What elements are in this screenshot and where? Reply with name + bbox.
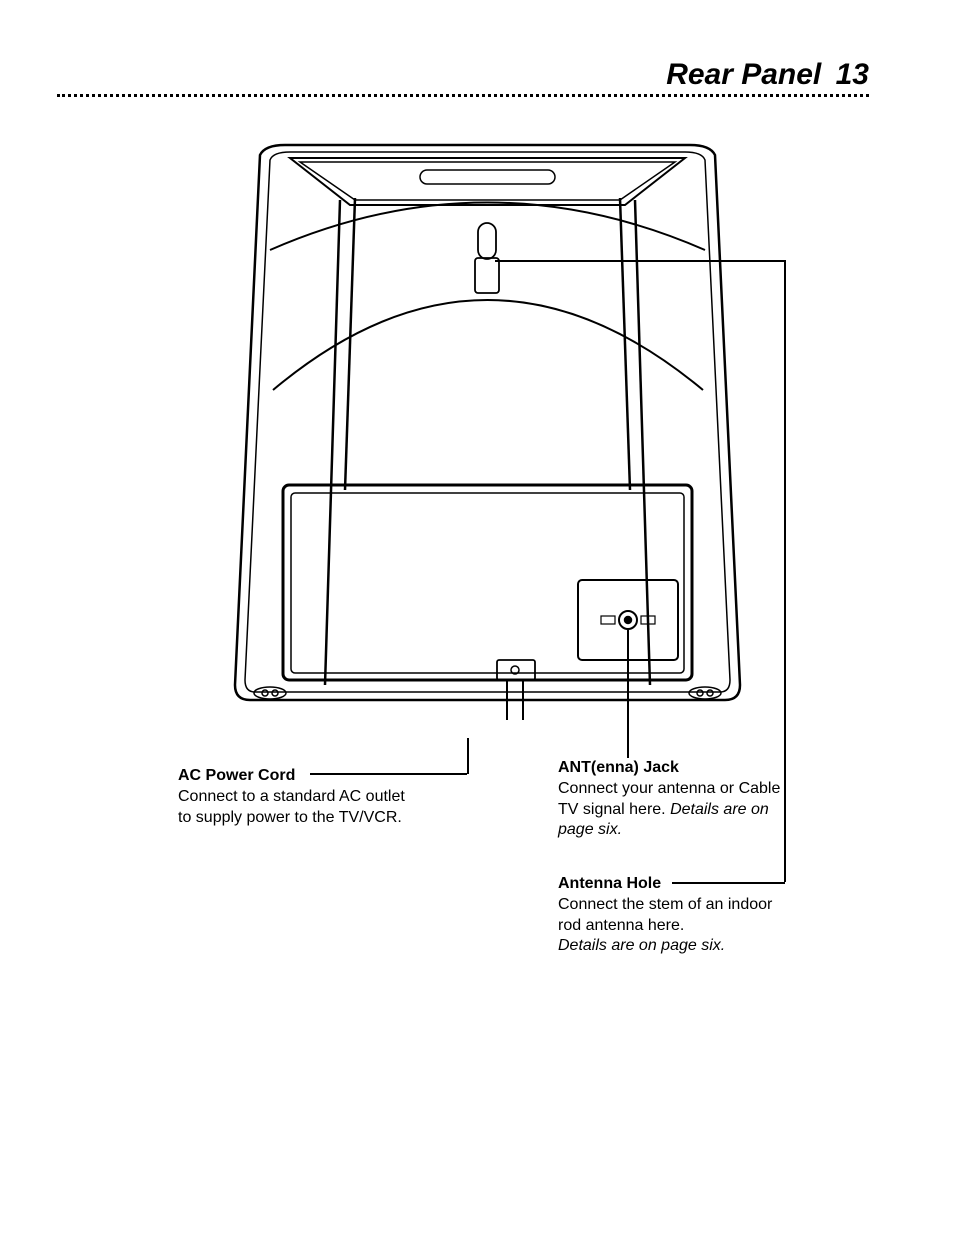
power-title: AC Power Cord bbox=[178, 767, 295, 784]
anthole-body: Connect the stem of an indoor rod antenn… bbox=[558, 896, 772, 934]
leader-anthole-h bbox=[495, 260, 785, 262]
anthole-detail: Details are on page six. bbox=[558, 937, 725, 954]
page-header: Rear Panel 13 bbox=[666, 58, 869, 92]
header-rule bbox=[57, 94, 869, 97]
power-body: Connect to a standard AC outlet to suppl… bbox=[178, 788, 405, 826]
callout-ant-jack: ANT(enna) Jack Connect your antenna or C… bbox=[558, 758, 788, 841]
rear-panel-diagram bbox=[225, 140, 750, 720]
callout-power: AC Power Cord Connect to a standard AC o… bbox=[178, 766, 408, 828]
rear-panel-svg bbox=[225, 140, 750, 720]
leader-antjack-v bbox=[627, 630, 629, 758]
antjack-title: ANT(enna) Jack bbox=[558, 759, 679, 776]
header-title: Rear Panel bbox=[666, 58, 821, 91]
anthole-title: Antenna Hole bbox=[558, 875, 661, 892]
page-number: 13 bbox=[836, 58, 869, 91]
leader-power-v bbox=[467, 738, 469, 774]
callout-ant-hole: Antenna Hole Connect the stem of an indo… bbox=[558, 874, 788, 957]
